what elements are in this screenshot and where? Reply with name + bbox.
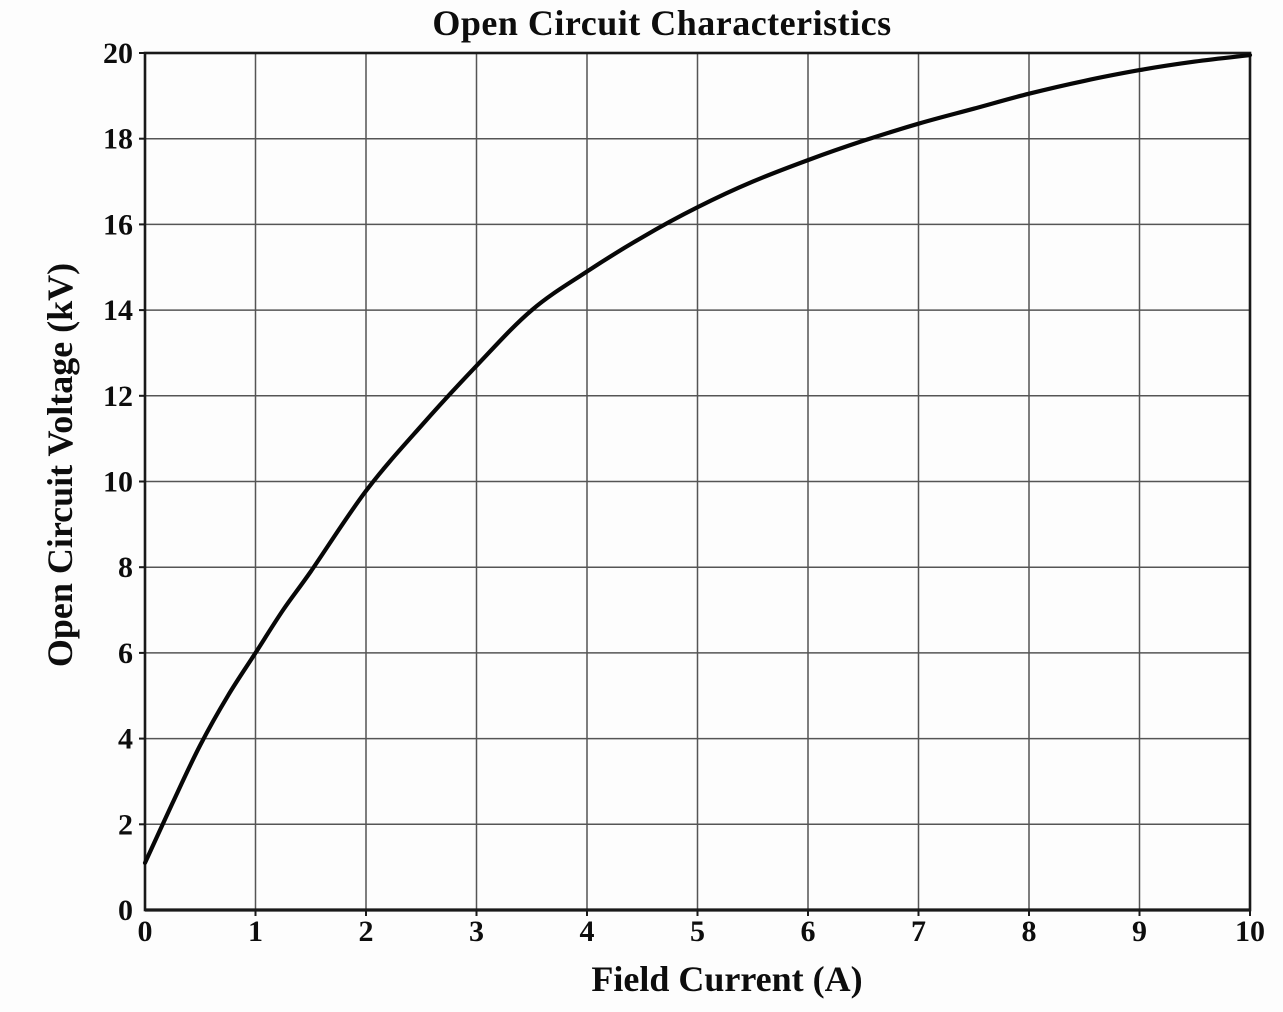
x-axis-label: Field Current (A) [591, 959, 863, 999]
x-tick-label: 7 [911, 915, 926, 948]
y-tick-label: 10 [103, 466, 133, 499]
occ-curve [142, 53, 1253, 865]
y-tick-label: 16 [103, 208, 133, 241]
x-tick-label: 2 [359, 915, 374, 948]
y-tick-label: 4 [118, 723, 133, 756]
x-tick-label: 3 [469, 915, 484, 948]
x-tick-label: 5 [690, 915, 705, 948]
x-tick-label: 8 [1022, 915, 1037, 948]
y-tick-label: 6 [118, 637, 133, 670]
y-tick-label: 2 [118, 808, 133, 841]
x-tick-label: 6 [801, 915, 816, 948]
y-tick-label: 8 [118, 551, 133, 584]
x-tick-label: 10 [1235, 915, 1265, 948]
y-tick-label: 0 [118, 894, 133, 927]
x-tick-label: 9 [1132, 915, 1147, 948]
chart-title: Open Circuit Characteristics [432, 3, 892, 43]
x-tick-label: 4 [580, 915, 595, 948]
y-tick-label: 20 [103, 37, 133, 70]
x-tick-label: 1 [248, 915, 263, 948]
y-tick-label: 18 [103, 123, 133, 156]
x-tick-label: 0 [138, 915, 153, 948]
y-tick-label: 14 [103, 294, 133, 327]
y-tick-label: 12 [103, 380, 133, 413]
